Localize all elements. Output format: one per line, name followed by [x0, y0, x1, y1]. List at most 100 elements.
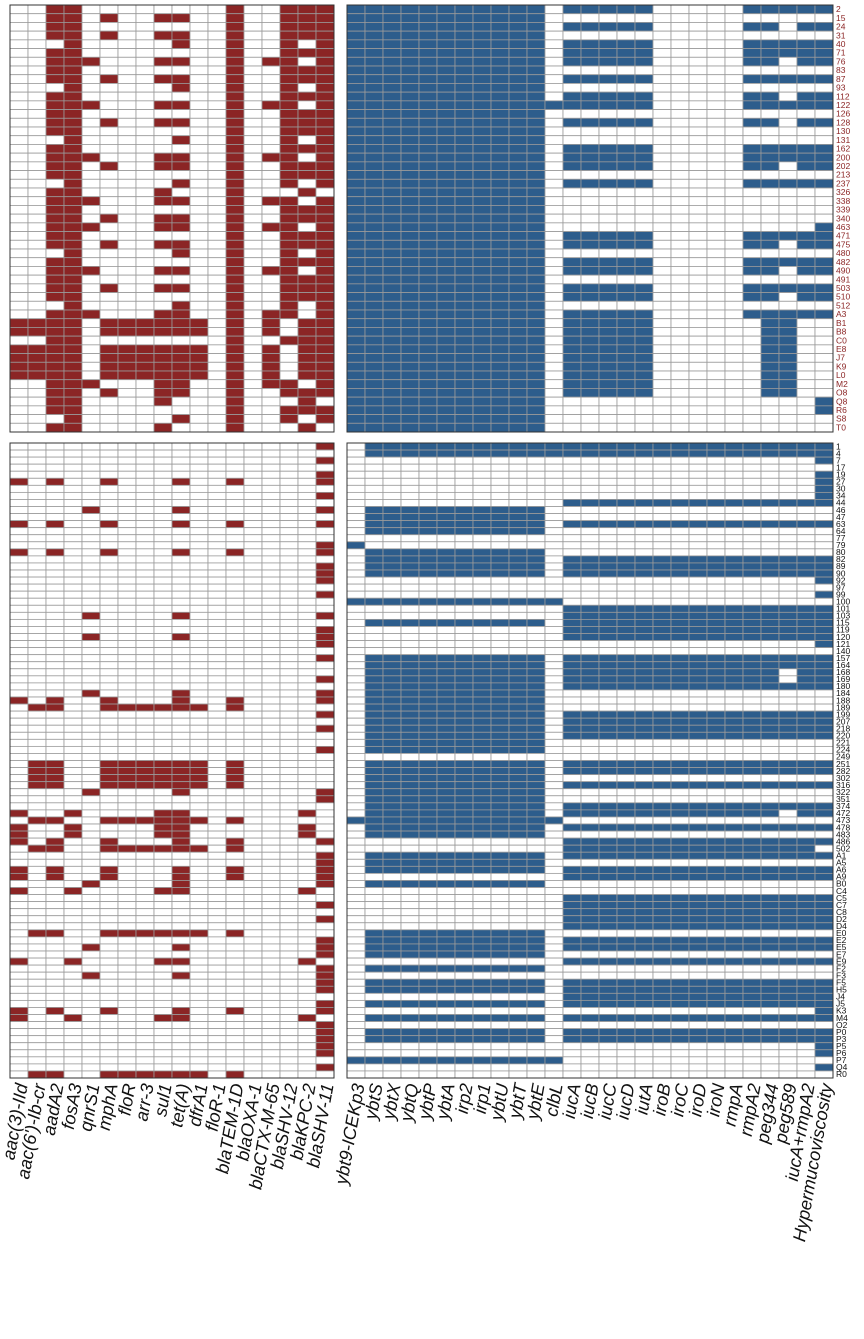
- heatmap-cell: [706, 309, 726, 320]
- heatmap-cell: [454, 388, 474, 398]
- heatmap-cell: [580, 774, 600, 783]
- heatmap-cell: [243, 491, 263, 500]
- heatmap-cell: [544, 753, 564, 761]
- heatmap-cell: [814, 470, 834, 479]
- heatmap-cell: [63, 837, 83, 846]
- heatmap-cell: [99, 858, 119, 867]
- heatmap-cell: [598, 753, 618, 761]
- heatmap-cell: [778, 640, 798, 649]
- heatmap-cell: [117, 22, 137, 32]
- heatmap-cell: [400, 760, 420, 768]
- heatmap-cell: [670, 22, 690, 32]
- heatmap-cell: [315, 170, 335, 180]
- heatmap-cell: [63, 405, 83, 415]
- heatmap-cell: [346, 396, 366, 407]
- heatmap-cell: [346, 449, 366, 458]
- heatmap-cell: [544, 745, 564, 754]
- heatmap-cell: [742, 109, 762, 119]
- heatmap-cell: [45, 48, 65, 58]
- heatmap-cell: [526, 379, 546, 389]
- heatmap-cell: [297, 816, 317, 825]
- heatmap-cell: [670, 513, 690, 522]
- heatmap-cell: [670, 597, 690, 606]
- heatmap-cell: [364, 239, 384, 250]
- heatmap-cell: [706, 388, 726, 398]
- heatmap-cell: [436, 30, 456, 41]
- heatmap-cell: [207, 527, 227, 536]
- heatmap-cell: [454, 152, 474, 163]
- heatmap-cell: [27, 618, 47, 627]
- heatmap-cell: [297, 484, 317, 493]
- heatmap-cell: [261, 633, 281, 641]
- heatmap-cell: [27, 569, 47, 578]
- heatmap-cell: [346, 774, 366, 783]
- heatmap-cell: [279, 405, 299, 415]
- heatmap-cell: [526, 520, 546, 529]
- heatmap-cell: [670, 300, 690, 311]
- heatmap-cell: [598, 126, 618, 137]
- heatmap-cell: [724, 91, 744, 102]
- heatmap-cell: [364, 361, 384, 372]
- heatmap-cell: [81, 738, 101, 747]
- heatmap-cell: [544, 309, 564, 320]
- heatmap-cell: [472, 569, 492, 578]
- heatmap-cell: [580, 379, 600, 389]
- heatmap-cell: [225, 548, 245, 557]
- heatmap-cell: [297, 327, 317, 337]
- heatmap-cell: [45, 405, 65, 415]
- heatmap-cell: [814, 527, 834, 536]
- heatmap-cell: [508, 170, 528, 180]
- heatmap-cell: [315, 283, 335, 293]
- heatmap-cell: [490, 144, 510, 154]
- heatmap-cell: [9, 292, 29, 302]
- heatmap-cell: [760, 548, 780, 557]
- heatmap-cell: [544, 689, 564, 698]
- heatmap-cell: [225, 710, 245, 719]
- heatmap-cell: [153, 858, 173, 867]
- heatmap-cell: [724, 231, 744, 241]
- heatmap-cell: [778, 91, 798, 102]
- heatmap-cell: [562, 520, 582, 529]
- heatmap-cell: [616, 196, 636, 206]
- heatmap-cell: [778, 283, 798, 293]
- heatmap-cell: [760, 456, 780, 465]
- heatmap-cell: [63, 422, 83, 433]
- row-label: 130: [836, 126, 850, 136]
- heatmap-cell: [171, 668, 191, 677]
- heatmap-cell: [171, 292, 191, 302]
- heatmap-cell: [9, 422, 29, 433]
- heatmap-cell: [652, 576, 672, 585]
- heatmap-cell: [63, 682, 83, 691]
- heatmap-cell: [63, 274, 83, 285]
- heatmap-cell: [364, 576, 384, 585]
- heatmap-cell: [81, 626, 101, 634]
- heatmap-cell: [634, 788, 654, 797]
- heatmap-cell: [580, 851, 600, 860]
- heatmap-cell: [153, 187, 173, 198]
- heatmap-cell: [472, 491, 492, 500]
- heatmap-cell: [45, 851, 65, 860]
- heatmap-cell: [778, 335, 798, 346]
- heatmap-cell: [508, 470, 528, 479]
- heatmap-cell: [634, 527, 654, 536]
- heatmap-cell: [508, 760, 528, 768]
- heatmap-cell: [261, 675, 281, 684]
- heatmap-cell: [688, 654, 708, 663]
- heatmap-cell: [9, 816, 29, 825]
- heatmap-cell: [706, 100, 726, 110]
- heatmap-cell: [796, 724, 816, 733]
- heatmap-cell: [27, 675, 47, 684]
- heatmap-cell: [598, 611, 618, 620]
- heatmap-cell: [117, 222, 137, 232]
- heatmap-cell: [598, 470, 618, 479]
- heatmap-cell: [135, 257, 155, 267]
- heatmap-cell: [117, 161, 137, 171]
- heatmap-cell: [45, 534, 65, 543]
- heatmap-cell: [243, 187, 263, 198]
- heatmap-cell: [63, 654, 83, 663]
- heatmap-cell: [189, 65, 209, 76]
- heatmap-cell: [472, 117, 492, 128]
- heatmap-cell: [279, 590, 299, 599]
- heatmap-cell: [598, 647, 618, 656]
- heatmap-cell: [472, 513, 492, 522]
